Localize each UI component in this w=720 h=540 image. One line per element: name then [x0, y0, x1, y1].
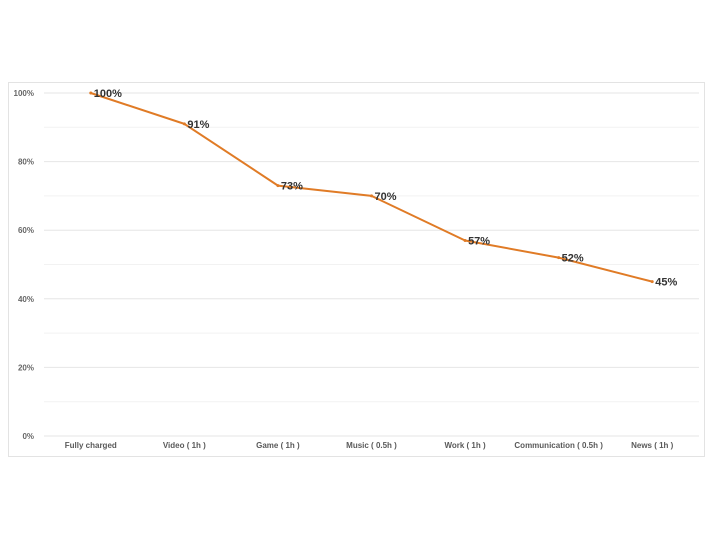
x-tick-label: Communication ( 0.5h ) — [514, 441, 603, 450]
y-axis: 0% 20% 40% 60% 80% 100% — [14, 89, 34, 441]
data-point — [557, 256, 561, 260]
data-label: 70% — [375, 191, 397, 203]
x-tick-label: Fully charged — [65, 441, 117, 450]
chart-frame: 0% 20% 40% 60% 80% 100% Fully charged Video ( … — [8, 82, 705, 457]
y-tick-label: 20% — [18, 363, 34, 372]
data-labels: 100% 91% 73% 70% 57% 52% 45% — [94, 88, 678, 289]
x-tick-label: Work ( 1h ) — [444, 441, 486, 450]
data-label: 57% — [468, 235, 490, 247]
x-tick-label: Music ( 0.5h ) — [346, 441, 397, 450]
line-chart: 0% 20% 40% 60% 80% 100% Fully charged Video ( … — [14, 88, 699, 450]
grid — [44, 92, 699, 437]
y-tick-label: 100% — [14, 89, 34, 98]
x-tick-label: Video ( 1h ) — [163, 441, 206, 450]
data-label: 91% — [187, 119, 209, 131]
y-tick-label: 40% — [18, 295, 34, 304]
data-point — [463, 238, 467, 242]
x-tick-label: News ( 1h ) — [631, 441, 674, 450]
data-label: 100% — [94, 88, 122, 100]
y-tick-label: 60% — [18, 226, 34, 235]
data-label: 52% — [562, 253, 584, 265]
data-point — [89, 91, 93, 95]
data-point — [182, 122, 186, 126]
y-tick-label: 80% — [18, 158, 34, 167]
y-tick-label: 0% — [22, 432, 34, 441]
x-axis: Fully charged Video ( 1h ) Game ( 1h ) Musi… — [65, 441, 674, 450]
data-point — [370, 194, 373, 198]
data-point — [276, 184, 280, 188]
x-tick-label: Game ( 1h ) — [256, 441, 300, 450]
data-point — [650, 280, 654, 284]
data-label: 45% — [655, 277, 677, 289]
series — [89, 91, 654, 284]
data-label: 73% — [281, 181, 303, 193]
